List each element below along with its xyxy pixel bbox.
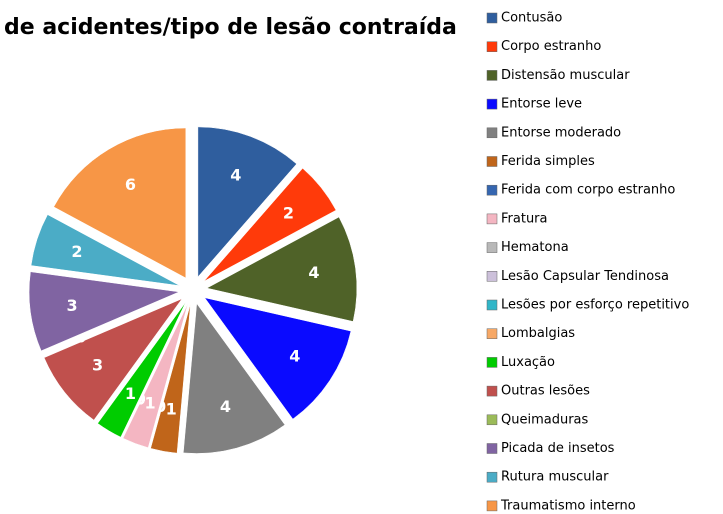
- legend-label: Entorse moderado: [501, 125, 621, 140]
- data-label: 4: [220, 397, 231, 416]
- legend-label: Ferida com corpo estranho: [501, 183, 675, 198]
- pie-slice: [150, 303, 191, 454]
- pie-slice: [28, 271, 181, 352]
- data-label: 2: [283, 203, 294, 222]
- legend-label: Lesão Capsular Tendinosa: [501, 269, 669, 284]
- legend-label: Entorse leve: [501, 97, 582, 112]
- chart-title: de acidentes/tipo de lesão contraída: [4, 15, 457, 40]
- legend-label: Corpo estranho: [501, 39, 601, 54]
- pie-slice: [42, 295, 181, 355]
- legend-label: Lombalgias: [501, 326, 575, 341]
- legend-swatch: [486, 213, 498, 225]
- legend-swatch: [486, 156, 498, 167]
- legend-label: Picada de insetos: [501, 441, 615, 456]
- legend-swatch: [486, 471, 498, 483]
- legend-label: Rutura muscular: [501, 470, 609, 485]
- legend-swatch: [486, 12, 498, 24]
- legend-label: Luxação: [501, 355, 555, 370]
- legend-swatch: [486, 98, 498, 110]
- data-label: 0: [134, 389, 145, 408]
- pie-slice: [203, 167, 337, 282]
- legend-swatch: [486, 443, 498, 454]
- legend-label: Lesões por esforço repetitivo: [501, 298, 689, 313]
- data-label: 0: [134, 389, 145, 408]
- legend-swatch: [486, 500, 498, 512]
- pie-slice: [30, 214, 180, 286]
- legend-swatch: [486, 299, 498, 311]
- data-label: 1: [166, 400, 177, 419]
- legend-label: Traumatismo interno: [500, 498, 636, 513]
- data-label: 6: [125, 175, 136, 194]
- legend-swatch: [486, 70, 498, 81]
- pie-slice: [204, 297, 352, 420]
- legend-swatch: [486, 385, 498, 397]
- pie-slice: [197, 126, 297, 278]
- legend-label: Contusão: [501, 11, 562, 26]
- data-label: 1: [145, 394, 156, 413]
- legend-label: Distensão muscular: [501, 68, 630, 83]
- data-label: 4: [308, 263, 319, 282]
- data-label: 3: [92, 356, 103, 375]
- legend-swatch: [486, 242, 498, 253]
- data-label: 0: [155, 397, 166, 416]
- legend-label: Outras lesões: [501, 384, 590, 399]
- legend-label: Fratura: [501, 211, 548, 226]
- pie-slice: [206, 216, 358, 322]
- pie-slice: [53, 127, 187, 279]
- legend-label: Ferida simples: [501, 154, 595, 169]
- legend-swatch: [486, 271, 498, 282]
- legend-swatch: [486, 414, 498, 426]
- legend-swatch: [486, 328, 498, 339]
- pie-slice: [43, 298, 183, 421]
- data-label: 1: [125, 384, 136, 403]
- legend-label: Queimaduras: [501, 412, 589, 427]
- legend-swatch: [486, 41, 498, 52]
- data-label: 3: [67, 296, 78, 315]
- data-label: 4: [230, 165, 241, 184]
- legend-swatch: [486, 357, 498, 368]
- pie-slice: [97, 301, 187, 438]
- pie-slice: [122, 302, 189, 449]
- data-label: 0: [75, 327, 86, 346]
- data-label: 0: [134, 389, 145, 408]
- data-label: 2: [71, 242, 82, 261]
- legend-label: Hematona: [501, 240, 569, 255]
- data-label: 4: [289, 347, 300, 366]
- pie-slice: [183, 302, 286, 454]
- legend-swatch: [486, 184, 498, 196]
- legend-swatch: [486, 127, 498, 139]
- data-label: 0: [134, 389, 145, 408]
